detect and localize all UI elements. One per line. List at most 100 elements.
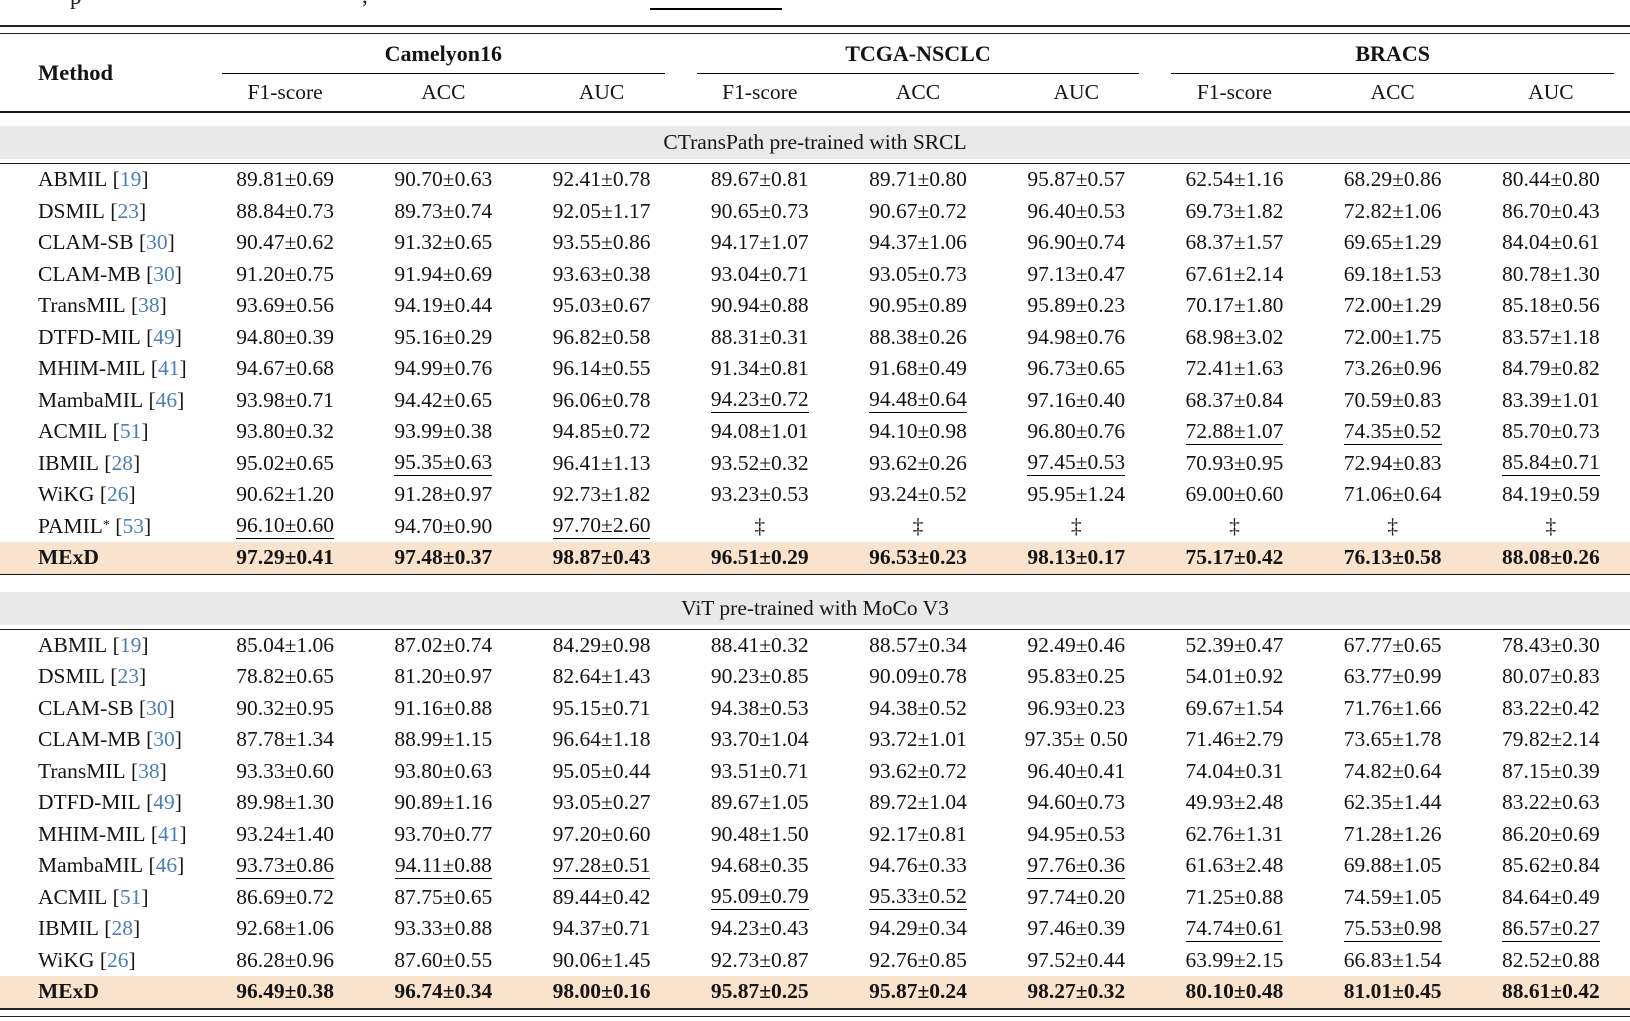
metric-value: 94.11±0.88: [394, 852, 492, 879]
column-header-acc: ACC: [1370, 80, 1415, 104]
citation-link[interactable]: 28: [111, 450, 133, 475]
metric-value: 93.70±0.77: [394, 821, 493, 846]
metric-value: 97.20±0.60: [552, 821, 651, 846]
metric-value: 96.64±1.18: [552, 727, 651, 752]
citation-link[interactable]: 41: [158, 356, 180, 381]
table-row: MHIM-MIL [41] 94.67±0.68 94.99±0.76 96.14±0…: [0, 353, 1630, 385]
metric-value: 95.87±0.57: [1027, 167, 1126, 192]
metric-value: 95.15±0.71: [552, 695, 651, 720]
metric-value: 95.95±1.24: [1027, 482, 1126, 507]
metric-value: 87.60±0.55: [394, 947, 493, 972]
table-row: TransMIL [38] 93.33±0.60 93.80±0.63 95.05±0…: [0, 756, 1630, 788]
method-cell: IBMIL [28]: [38, 450, 141, 475]
metric-value: 94.37±1.06: [869, 230, 967, 255]
metric-value: 93.62±0.26: [869, 450, 967, 475]
method-cell: DTFD-MIL [49]: [38, 324, 182, 349]
metric-value: 97.74±0.20: [1027, 884, 1126, 909]
citation-link[interactable]: 51: [119, 884, 142, 909]
table-row: IBMIL [28] 95.02±0.65 95.35±0.63 96.41±1.13…: [0, 448, 1630, 480]
metric-value: 67.77±0.65: [1343, 632, 1442, 657]
metric-value: 79.82±2.14: [1501, 727, 1600, 752]
citation-link[interactable]: 23: [117, 198, 139, 223]
method-cell: MExD: [38, 545, 99, 570]
table-row: DTFD-MIL [49] 89.98±1.30 90.89±1.16 93.05±0…: [0, 787, 1630, 819]
table-top-rule: [0, 25, 1630, 34]
table-row: DSMIL [23] 88.84±0.73 89.73±0.74 92.05±1.17…: [0, 196, 1630, 228]
metric-value: 70.93±0.95: [1185, 450, 1284, 475]
metric-value: 69.67±1.54: [1185, 695, 1284, 720]
metric-value: 92.73±0.87: [710, 947, 809, 972]
caption-underline-fragment: [650, 8, 782, 11]
metric-value: 97.35± 0.50: [1024, 727, 1128, 752]
metric-value: 97.45±0.53: [1027, 450, 1126, 477]
citation-link[interactable]: 30: [153, 261, 175, 286]
header-bottom-rule: [0, 111, 1630, 113]
metric-value: 95.09±0.79: [710, 884, 809, 911]
metric-value: 93.23±0.53: [710, 482, 809, 507]
metric-value: 96.40±0.41: [1027, 758, 1126, 783]
citation-link[interactable]: 26: [107, 482, 129, 507]
table-row: ABMIL [19] 89.81±0.69 90.70±0.63 92.41±0.78…: [0, 164, 1630, 196]
metric-value: 83.39±1.01: [1501, 387, 1600, 412]
metric-value: 93.51±0.71: [710, 758, 809, 783]
metric-value: 95.87±0.24: [869, 979, 967, 1004]
unavailable-marker: ‡: [912, 513, 924, 538]
metric-value: 94.08±1.01: [710, 419, 809, 444]
unavailable-marker: ‡: [1070, 513, 1082, 538]
metric-value: 71.46±2.79: [1185, 727, 1284, 752]
metric-value: 94.42±0.65: [394, 387, 493, 412]
metric-value: 72.00±1.29: [1343, 293, 1442, 318]
citation-link[interactable]: 19: [119, 632, 142, 657]
metric-value: 94.60±0.73: [1027, 790, 1126, 815]
citation-link[interactable]: 30: [146, 695, 168, 720]
citation-link[interactable]: 23: [117, 664, 139, 689]
metric-value: 72.94±0.83: [1343, 450, 1442, 475]
table-row: PAMIL * [53] 96.10±0.60 94.70±0.90 97.70±2.6…: [0, 511, 1630, 543]
citation-link[interactable]: 49: [153, 324, 175, 349]
citation-link[interactable]: 46: [155, 387, 178, 412]
metric-value: 95.03±0.67: [552, 293, 651, 318]
column-header-auc: AUC: [578, 80, 625, 104]
metric-value: 89.98±1.30: [236, 790, 335, 815]
citation-link[interactable]: 19: [119, 167, 142, 192]
citation-link[interactable]: 38: [138, 293, 160, 318]
citation-link[interactable]: 26: [107, 947, 129, 972]
citation-link[interactable]: 53: [122, 513, 144, 538]
citation-link[interactable]: 38: [138, 758, 160, 783]
table-row: MExD 96.49±0.38 96.74±0.34 98.00±0.16 95.87±…: [0, 976, 1630, 1008]
method-cell: PAMIL * [53]: [38, 513, 152, 538]
metric-value: 90.23±0.85: [710, 664, 809, 689]
metric-value: 88.57±0.34: [869, 632, 967, 657]
section-rows-ctranspath: ABMIL [19] 89.81±0.69 90.70±0.63 92.41±0.78…: [0, 164, 1630, 574]
citation-link[interactable]: 49: [153, 790, 175, 815]
table-bottom-rule: [0, 1007, 1630, 1017]
citation-link[interactable]: 51: [119, 419, 142, 444]
table-row: ABMIL [19] 85.04±1.06 87.02±0.74 84.29±0.98…: [0, 630, 1630, 662]
metric-value: 89.73±0.74: [394, 198, 493, 223]
metric-value: 82.64±1.43: [552, 664, 651, 689]
citation-link[interactable]: 30: [146, 230, 168, 255]
method-column-header: Method: [38, 59, 113, 85]
method-cell: DSMIL [23]: [38, 198, 147, 223]
metric-value: 85.84±0.71: [1501, 450, 1600, 477]
citation-link[interactable]: 28: [111, 916, 133, 941]
citation-link[interactable]: 46: [155, 853, 178, 878]
metric-value: 91.20±0.75: [236, 261, 335, 286]
citation-link[interactable]: 30: [153, 727, 175, 752]
metric-value: 83.22±0.63: [1501, 790, 1600, 815]
metric-value: 91.34±0.81: [710, 356, 809, 381]
citation-link[interactable]: 41: [158, 821, 180, 846]
metric-value: 81.20±0.97: [394, 664, 493, 689]
metric-value: 96.53±0.23: [869, 545, 967, 570]
metric-value: 97.29±0.41: [236, 545, 335, 570]
metric-value: 95.35±0.63: [394, 450, 493, 477]
metric-value: 61.63±2.48: [1185, 853, 1284, 878]
metric-value: 93.05±0.73: [869, 261, 967, 286]
metric-value: 88.31±0.31: [710, 324, 809, 349]
metric-value: 96.41±1.13: [552, 450, 651, 475]
method-cell: DTFD-MIL [49]: [38, 790, 182, 815]
metric-value: 93.24±0.52: [869, 482, 967, 507]
method-cell: MambaMIL [46]: [38, 853, 185, 878]
metric-value: 96.74±0.34: [394, 979, 493, 1004]
